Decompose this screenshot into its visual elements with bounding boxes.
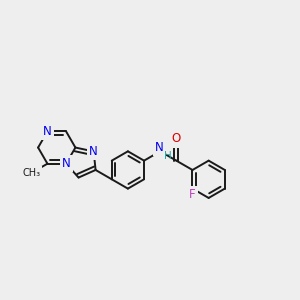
Text: CH₃: CH₃ — [22, 168, 40, 178]
Text: F: F — [189, 188, 196, 201]
Text: N: N — [62, 157, 70, 170]
Text: O: O — [172, 132, 181, 146]
Text: N: N — [155, 141, 164, 154]
Text: N: N — [89, 145, 98, 158]
Text: H: H — [164, 151, 172, 161]
Text: N: N — [43, 125, 52, 138]
